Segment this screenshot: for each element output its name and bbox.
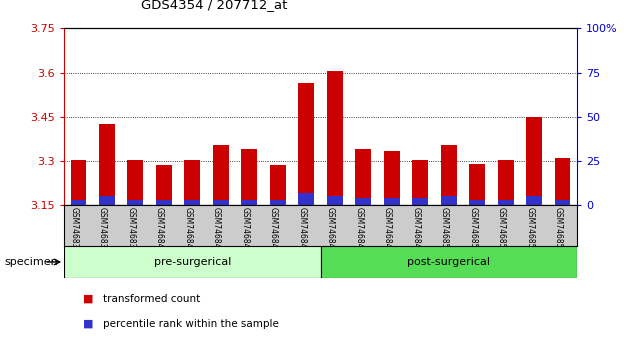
Text: GSM746846: GSM746846 xyxy=(326,207,335,254)
Bar xyxy=(64,246,321,278)
Bar xyxy=(270,200,286,205)
Bar xyxy=(526,117,542,205)
Bar xyxy=(555,158,570,205)
Bar xyxy=(441,145,456,205)
Bar xyxy=(156,200,172,205)
Text: GSM746854: GSM746854 xyxy=(554,207,563,254)
Text: transformed count: transformed count xyxy=(103,294,200,304)
Text: GSM746842: GSM746842 xyxy=(212,207,221,253)
Bar xyxy=(320,246,577,278)
Bar xyxy=(213,200,229,205)
Text: GSM746853: GSM746853 xyxy=(525,207,534,254)
Text: GSM746852: GSM746852 xyxy=(497,207,506,253)
Bar xyxy=(128,160,143,205)
Text: GSM746841: GSM746841 xyxy=(183,207,192,253)
Bar xyxy=(355,198,371,205)
Text: GSM746851: GSM746851 xyxy=(468,207,477,253)
Bar xyxy=(355,149,371,205)
Bar xyxy=(327,196,342,205)
Text: GSM746839: GSM746839 xyxy=(126,207,135,254)
Text: GSM746850: GSM746850 xyxy=(440,207,449,254)
Bar xyxy=(498,160,513,205)
Bar xyxy=(498,200,513,205)
Text: GSM746840: GSM746840 xyxy=(155,207,164,254)
Bar xyxy=(71,200,86,205)
Bar xyxy=(99,124,115,205)
Text: GSM746844: GSM746844 xyxy=(269,207,278,254)
Bar xyxy=(384,198,399,205)
Text: ■: ■ xyxy=(83,294,94,304)
Bar xyxy=(270,165,286,205)
Bar xyxy=(441,196,456,205)
Text: GSM746849: GSM746849 xyxy=(412,207,420,254)
Text: GSM746848: GSM746848 xyxy=(383,207,392,253)
Text: ■: ■ xyxy=(83,319,94,329)
Bar xyxy=(299,193,314,205)
Text: specimen: specimen xyxy=(4,257,58,267)
Bar xyxy=(156,165,172,205)
Bar xyxy=(185,160,200,205)
Bar xyxy=(526,196,542,205)
Text: GSM746845: GSM746845 xyxy=(297,207,306,254)
Bar xyxy=(213,145,229,205)
Text: post-surgerical: post-surgerical xyxy=(407,257,490,267)
Bar xyxy=(469,164,485,205)
Bar xyxy=(242,149,257,205)
Bar xyxy=(327,71,342,205)
Text: GDS4354 / 207712_at: GDS4354 / 207712_at xyxy=(141,0,287,11)
Text: GSM746847: GSM746847 xyxy=(354,207,363,254)
Bar xyxy=(412,198,428,205)
Bar xyxy=(412,160,428,205)
Bar xyxy=(469,200,485,205)
Text: GSM746838: GSM746838 xyxy=(98,207,107,253)
Bar xyxy=(555,200,570,205)
Bar xyxy=(299,83,314,205)
Text: pre-surgerical: pre-surgerical xyxy=(154,257,231,267)
Bar xyxy=(128,200,143,205)
Bar xyxy=(242,200,257,205)
Text: percentile rank within the sample: percentile rank within the sample xyxy=(103,319,278,329)
Bar xyxy=(384,151,399,205)
Bar xyxy=(185,200,200,205)
Text: GSM746843: GSM746843 xyxy=(240,207,249,254)
Bar xyxy=(99,196,115,205)
Text: GSM746837: GSM746837 xyxy=(69,207,78,254)
Bar xyxy=(71,160,86,205)
